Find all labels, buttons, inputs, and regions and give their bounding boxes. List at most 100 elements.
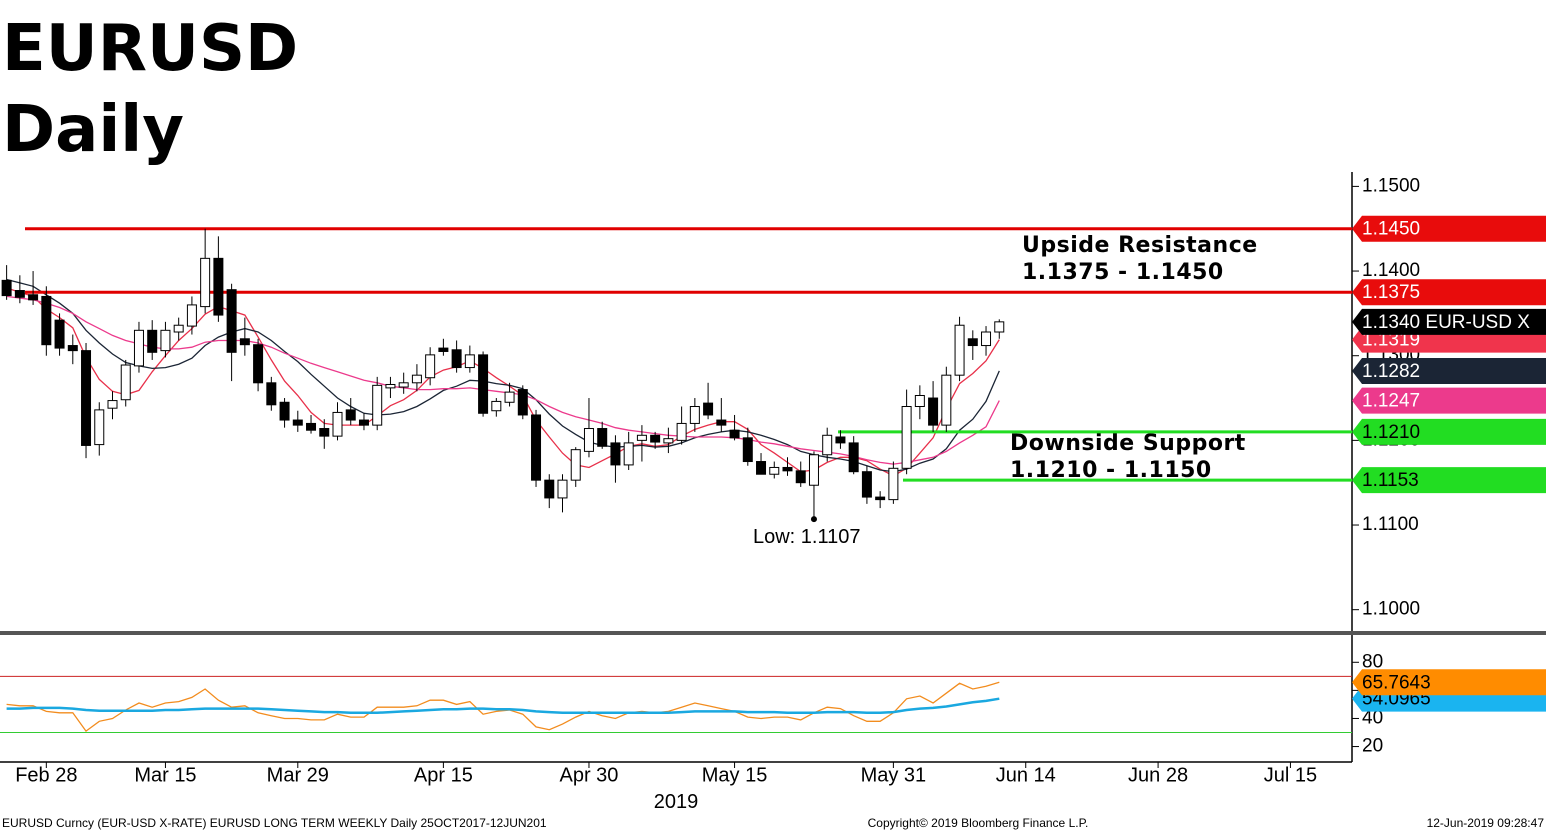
candle-body xyxy=(888,467,899,501)
candle-body xyxy=(531,414,542,481)
rsi-line xyxy=(6,697,1000,715)
y-tick-label: 40 xyxy=(1362,707,1383,728)
candle-body xyxy=(28,294,39,301)
candle-body xyxy=(464,354,475,369)
candle-body xyxy=(200,257,211,308)
low-label: Low: 1.1107 xyxy=(753,526,861,548)
candle-body xyxy=(742,437,753,463)
chart-title: EURUSD xyxy=(2,12,298,86)
candle-body xyxy=(557,479,568,499)
candle-body xyxy=(107,400,118,409)
candle-body xyxy=(663,438,674,444)
rsi-tag-label: 65.7643 xyxy=(1362,672,1431,693)
candle-body xyxy=(808,454,819,486)
candle-body xyxy=(835,436,846,444)
x-tick-label: May 31 xyxy=(861,764,927,786)
candle-body xyxy=(610,442,621,466)
candle-body xyxy=(583,428,594,452)
candle-body xyxy=(875,496,886,501)
candle-body xyxy=(253,344,264,384)
y-tick-label: 1.1500 xyxy=(1362,175,1420,196)
candle-body xyxy=(782,466,793,472)
annotation: 1.1375 - 1.1450 xyxy=(1022,260,1224,285)
candle-body xyxy=(716,419,727,426)
candle-body xyxy=(650,434,661,443)
price-tag-label: 1.1319 xyxy=(1362,330,1420,351)
x-tick-label: Jun 28 xyxy=(1128,764,1188,786)
candle-body xyxy=(570,449,581,481)
x-tick-label: Apr 15 xyxy=(414,764,473,786)
y-tick-label: 1.1400 xyxy=(1362,260,1420,281)
candle-body xyxy=(676,422,687,441)
candle-body xyxy=(186,304,197,327)
moving-average xyxy=(6,295,1000,465)
candle-body xyxy=(306,422,317,431)
y-tick-label: 1.1100 xyxy=(1362,514,1419,535)
moving-average xyxy=(6,278,1000,473)
price-tag-label: 1.1210 xyxy=(1362,422,1420,443)
candle-body xyxy=(597,428,608,447)
price-tag xyxy=(1352,279,1546,306)
candle-body xyxy=(94,409,105,446)
candle-body xyxy=(914,394,925,408)
candle-body xyxy=(438,347,449,352)
price-tag xyxy=(1352,387,1546,414)
candle-body xyxy=(981,331,992,347)
candle-body xyxy=(292,419,303,426)
candle-body xyxy=(120,364,131,401)
candle-body xyxy=(491,400,502,412)
candle-body xyxy=(756,461,767,475)
chart-subtitle: Daily xyxy=(2,93,184,167)
panel-separator xyxy=(0,631,1546,635)
price-tag-label: 1.1375 xyxy=(1362,282,1420,303)
candle-body xyxy=(941,374,952,426)
candle-body xyxy=(544,479,555,499)
x-tick-label: Jul 15 xyxy=(1264,764,1317,786)
footer-right: 12-Jun-2019 09:28:47 xyxy=(1427,816,1545,830)
candle-body xyxy=(133,329,144,367)
candle-body xyxy=(822,434,833,456)
price-tag-label: 1.1282 xyxy=(1362,361,1420,382)
price-tag xyxy=(1352,215,1546,242)
candle-body xyxy=(689,406,700,424)
y-tick-label: 80 xyxy=(1362,651,1383,672)
rsi-line xyxy=(6,681,1000,733)
candle-body xyxy=(623,442,634,466)
price-tag-label: 1.1153 xyxy=(1362,470,1419,491)
price-tag xyxy=(1352,418,1546,445)
footer-left: EURUSD Curncy (EUR-USD X-RATE) EURUSD LO… xyxy=(2,816,547,830)
candle-body xyxy=(213,257,224,316)
x-tick-label: May 15 xyxy=(702,764,768,786)
x-tick-label: Jun 14 xyxy=(996,764,1056,786)
candle-body xyxy=(861,471,872,498)
x-tick-label: Feb 28 xyxy=(15,764,77,786)
candle-body xyxy=(703,402,714,416)
price-tag xyxy=(1352,308,1546,335)
price-tag-label: 1.1340 EUR-USD X xyxy=(1362,312,1530,333)
candle-body xyxy=(425,354,436,379)
candle-body xyxy=(81,350,92,446)
annotation: Downside Support xyxy=(1010,431,1246,456)
candle-body xyxy=(173,324,184,333)
candle-body xyxy=(769,466,780,475)
candle-body xyxy=(1,279,12,297)
candle-body xyxy=(345,409,356,421)
candle-body xyxy=(636,434,647,441)
price-tag-label: 1.1450 xyxy=(1362,219,1420,240)
candle-body xyxy=(848,442,859,473)
candle-body xyxy=(994,321,1005,333)
candle-body xyxy=(160,329,171,352)
candle-body xyxy=(795,470,806,484)
candle-body xyxy=(901,406,912,469)
footer-center: Copyright© 2019 Bloomberg Finance L.P. xyxy=(868,816,1089,830)
candle-body xyxy=(504,391,515,403)
candle-body xyxy=(928,397,939,426)
candle-body xyxy=(967,338,978,347)
x-tick-label: Apr 30 xyxy=(560,764,619,786)
candle-body xyxy=(478,354,489,414)
candle-body xyxy=(332,411,343,437)
x-tick-label: Mar 15 xyxy=(134,764,196,786)
candle-body xyxy=(358,419,369,426)
candle-body xyxy=(41,295,52,346)
